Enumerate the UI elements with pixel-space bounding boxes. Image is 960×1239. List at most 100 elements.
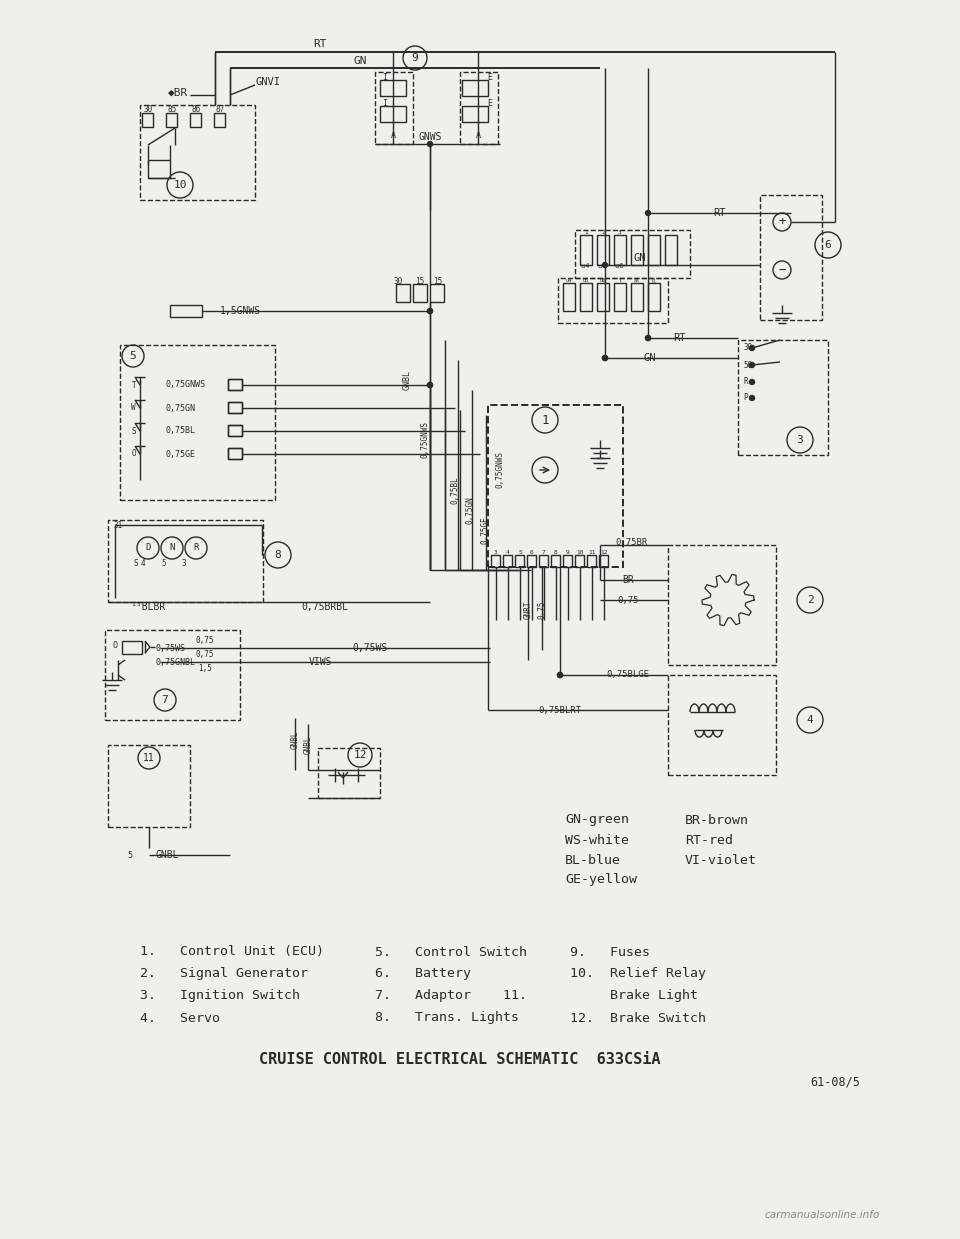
Text: 5: 5 (128, 850, 132, 860)
Bar (503, 555, 512, 567)
Text: GN: GN (353, 56, 367, 66)
Text: 4.   Servo: 4. Servo (140, 1011, 220, 1025)
Bar (460, 72, 498, 144)
Bar (614, 282, 626, 311)
Circle shape (427, 383, 433, 388)
Text: GN: GN (634, 253, 646, 263)
Bar (631, 235, 643, 265)
Circle shape (750, 363, 755, 368)
Text: u4  u5  u6: u4 u5 u6 (581, 263, 623, 269)
Text: 0,75GN: 0,75GN (165, 404, 195, 413)
Text: 6: 6 (530, 550, 534, 555)
Text: 8.   Trans. Lights: 8. Trans. Lights (375, 1011, 519, 1025)
Text: 0,75GE: 0,75GE (165, 450, 195, 458)
Text: RT: RT (674, 333, 686, 343)
Bar (587, 555, 596, 567)
Text: u4: u4 (565, 279, 572, 284)
Circle shape (645, 336, 651, 341)
Bar (597, 235, 609, 265)
Text: E: E (487, 98, 492, 108)
Text: 0,75GNWS: 0,75GNWS (165, 380, 205, 389)
Bar (140, 105, 255, 199)
Text: 7.   Adaptor    11.: 7. Adaptor 11. (375, 990, 527, 1002)
Text: GNWS: GNWS (419, 133, 442, 142)
Bar (462, 107, 488, 121)
Bar (228, 425, 242, 436)
Bar (318, 748, 380, 798)
Text: 0,75BL: 0,75BL (450, 476, 460, 504)
Bar (108, 745, 190, 826)
Text: 0,75GN: 0,75GN (466, 496, 474, 524)
Text: 1.   Control Unit (ECU): 1. Control Unit (ECU) (140, 945, 324, 959)
Text: GN-green: GN-green (565, 814, 629, 826)
Text: jl: jl (651, 279, 658, 284)
Text: T: T (132, 380, 136, 389)
Text: VIWS: VIWS (308, 657, 332, 667)
Text: 3: 3 (181, 559, 186, 567)
Text: 10.  Relief Relay: 10. Relief Relay (570, 968, 706, 980)
Circle shape (750, 346, 755, 351)
Bar (527, 555, 536, 567)
Bar (580, 282, 592, 311)
Text: 30: 30 (143, 105, 153, 114)
Text: R: R (193, 544, 199, 553)
Text: 0,75: 0,75 (196, 650, 214, 659)
Text: 0,75BRBL: 0,75BRBL (301, 602, 348, 612)
Bar (462, 81, 488, 95)
Text: l: l (618, 279, 622, 284)
Bar (166, 113, 177, 128)
Text: P: P (743, 394, 748, 403)
Bar (228, 425, 242, 436)
Text: 61-08/5: 61-08/5 (810, 1075, 860, 1089)
Text: 30: 30 (394, 278, 402, 286)
Bar (228, 401, 242, 413)
Bar (228, 449, 242, 458)
Text: O: O (132, 450, 136, 458)
Text: S: S (133, 559, 138, 567)
Text: RT-red: RT-red (685, 834, 733, 846)
Text: 5: 5 (130, 351, 136, 361)
Text: 8: 8 (275, 550, 281, 560)
Bar (142, 113, 153, 128)
Bar (575, 230, 690, 278)
Bar (668, 545, 776, 665)
Text: GN: GN (644, 353, 657, 363)
Text: 0,75GNWS: 0,75GNWS (495, 451, 505, 488)
Text: 15: 15 (416, 278, 424, 286)
Text: N: N (169, 544, 175, 553)
Text: al: al (634, 279, 640, 284)
Text: 3: 3 (618, 229, 622, 234)
Text: D: D (145, 544, 151, 553)
Text: 2: 2 (806, 595, 813, 605)
Bar (539, 555, 548, 567)
Text: 0,75BL: 0,75BL (165, 426, 195, 435)
Text: RT: RT (713, 208, 727, 218)
Text: I: I (382, 98, 387, 108)
Circle shape (427, 309, 433, 313)
Bar (648, 235, 660, 265)
Bar (580, 235, 592, 265)
Bar (575, 555, 584, 567)
Bar (614, 235, 626, 265)
Text: 0,75BLRT: 0,75BLRT (539, 705, 582, 715)
Text: O: O (112, 641, 117, 649)
Text: GNBL: GNBL (303, 736, 313, 755)
Text: 10: 10 (173, 180, 187, 190)
Text: W: W (132, 404, 136, 413)
Text: 4: 4 (806, 715, 813, 725)
Text: 5: 5 (161, 559, 166, 567)
Text: BL-blue: BL-blue (565, 854, 621, 866)
Text: 0,75: 0,75 (617, 596, 638, 605)
Bar (108, 520, 263, 602)
Text: 1: 1 (584, 229, 588, 234)
Bar (228, 379, 242, 390)
Text: 12.  Brake Switch: 12. Brake Switch (570, 1011, 706, 1025)
Text: 0,75GNWS: 0,75GNWS (420, 421, 429, 458)
Text: 2.   Signal Generator: 2. Signal Generator (140, 968, 308, 980)
Text: 1,5: 1,5 (198, 664, 212, 674)
Circle shape (558, 673, 563, 678)
Text: 8: 8 (554, 550, 558, 555)
Circle shape (427, 383, 433, 388)
Text: VI-violet: VI-violet (685, 854, 757, 866)
Text: 0,75: 0,75 (196, 637, 214, 646)
